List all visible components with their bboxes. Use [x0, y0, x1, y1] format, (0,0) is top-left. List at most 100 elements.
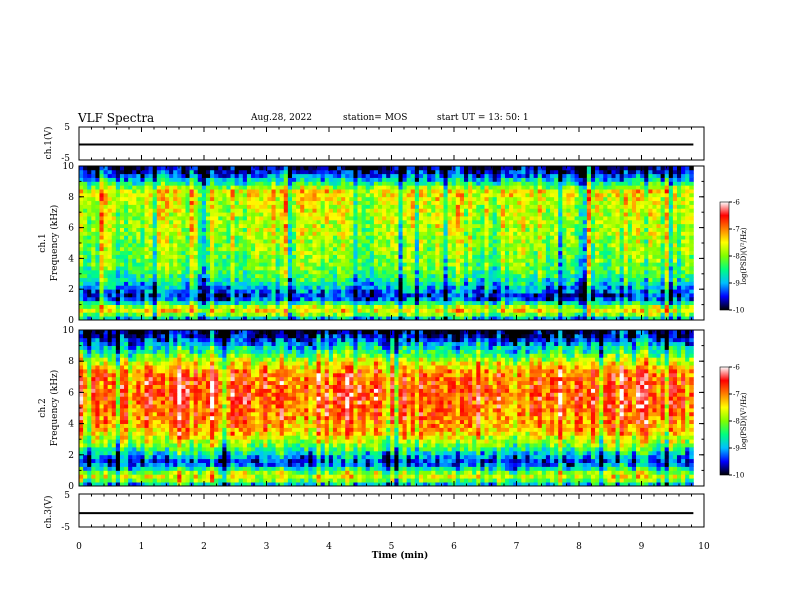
spectrogram-cell — [255, 219, 260, 225]
spectrogram-cell — [279, 212, 285, 217]
spectrogram-cell — [99, 196, 104, 202]
spectrogram-cell — [492, 246, 498, 252]
spectrogram-cell — [353, 223, 358, 228]
spectrogram-cell — [459, 223, 465, 228]
ch1-ytick-bottom: -5 — [61, 154, 70, 164]
spectrogram-cell — [423, 296, 428, 302]
spectrogram-cell — [357, 293, 363, 298]
spectrogram-cell — [378, 216, 383, 221]
spectrogram-cell — [271, 189, 276, 194]
spectrogram-cell — [566, 185, 571, 190]
spectrogram-cell — [537, 296, 543, 302]
spectrogram-cell — [459, 246, 465, 252]
spectrogram-cell — [242, 223, 248, 228]
spectrogram-cell — [545, 289, 551, 294]
spectrogram-cell — [136, 289, 141, 294]
spectrogram-cell — [189, 169, 195, 175]
spectrogram-cell — [431, 296, 436, 302]
spectrogram-cell — [373, 166, 379, 171]
spectrogram-cell — [357, 281, 363, 286]
spectrogram-cell — [218, 293, 223, 298]
spectrogram-cell — [156, 181, 162, 186]
spectrogram-cell — [79, 316, 84, 321]
spectrogram-cell — [504, 204, 510, 209]
spectrogram-cell — [390, 304, 395, 309]
spectrogram-cell — [283, 196, 289, 202]
spectrogram-cell — [390, 266, 395, 271]
spectrogram-cell — [468, 254, 473, 259]
spectrogram-cell — [160, 181, 166, 186]
spectrogram-cell — [439, 262, 444, 267]
spectrogram-cell — [136, 208, 141, 213]
spectrogram-cell — [275, 181, 281, 186]
spectrogram-cell — [95, 269, 100, 275]
spectrogram-cell — [222, 266, 227, 271]
spectrogram-cell — [165, 316, 170, 321]
spectrogram-cell — [496, 304, 502, 309]
spectrogram-cell — [79, 219, 84, 225]
spectrogram-cell — [156, 189, 162, 194]
spectrogram-cell — [345, 166, 350, 171]
spectrogram-cell — [488, 200, 494, 205]
spectrogram-cell — [517, 293, 522, 298]
spectrogram-cell — [181, 281, 186, 286]
spectrogram-cell — [337, 181, 342, 186]
spectrogram-cell — [124, 266, 129, 271]
spectrogram-cell — [550, 289, 555, 294]
spectrogram-cell — [296, 192, 301, 198]
spectrogram-cell — [115, 308, 121, 313]
spectrogram-cell — [296, 177, 301, 182]
spectrogram-cell — [144, 285, 150, 290]
spectrogram-cell — [283, 212, 289, 217]
spectrogram-cell — [509, 173, 514, 178]
spectrogram-cell — [128, 308, 133, 313]
spectrogram-cell — [291, 212, 297, 217]
spectrogram-cell — [132, 296, 137, 302]
spectrogram-cell — [418, 185, 424, 190]
spectrogram-cell — [304, 219, 309, 225]
spectrogram-cell — [513, 243, 518, 248]
spectrogram-cell — [230, 235, 236, 240]
spectrogram-cell — [451, 208, 457, 213]
spectrogram-cell — [177, 216, 182, 221]
spectrogram-cell — [271, 169, 276, 175]
spectrogram-cell — [300, 300, 305, 305]
spectrogram-cell — [328, 204, 334, 209]
spectrogram-cell — [324, 169, 330, 175]
spectrogram-cell — [296, 308, 301, 313]
spectrogram-cell — [496, 208, 502, 213]
spectrogram-cell — [185, 316, 190, 321]
spectrogram-cell — [345, 189, 350, 194]
spectrogram-cell — [291, 293, 297, 298]
spectrogram-cell — [111, 235, 117, 240]
spectrogram-cell — [238, 246, 244, 252]
spectrogram-cell — [545, 185, 551, 190]
spectrogram-cell — [504, 293, 510, 298]
spectrogram-cell — [562, 177, 567, 182]
spectrogram-cell — [197, 219, 203, 225]
spectrogram-cell — [492, 185, 498, 190]
spectrogram-cell — [283, 289, 289, 294]
spectrogram-cell — [128, 223, 133, 228]
spectrogram-cell — [529, 262, 535, 267]
spectrogram-cell — [79, 289, 84, 294]
spectrogram-cell — [402, 239, 408, 244]
spectrogram-cell — [79, 200, 84, 205]
spectrogram-cell — [345, 223, 350, 228]
spectrogram-cell — [124, 246, 129, 252]
spectrogram-cell — [300, 296, 305, 302]
spectrogram-cell — [361, 235, 367, 240]
spectrogram-cell — [427, 200, 432, 205]
spectrogram-cell — [103, 273, 109, 279]
spectrogram-cell — [382, 166, 387, 171]
spectrogram-cell — [234, 300, 240, 305]
spectrogram-cell — [148, 304, 154, 309]
spectrogram-cell — [369, 192, 375, 198]
spectrogram-cell — [500, 250, 506, 255]
spectrogram-cell — [242, 273, 248, 279]
spectrogram-cell — [365, 262, 371, 267]
spectrogram-cell — [222, 293, 227, 298]
spectrogram-cell — [316, 254, 322, 259]
spectrogram-cell — [296, 250, 301, 255]
spectrogram-cell — [443, 200, 449, 205]
